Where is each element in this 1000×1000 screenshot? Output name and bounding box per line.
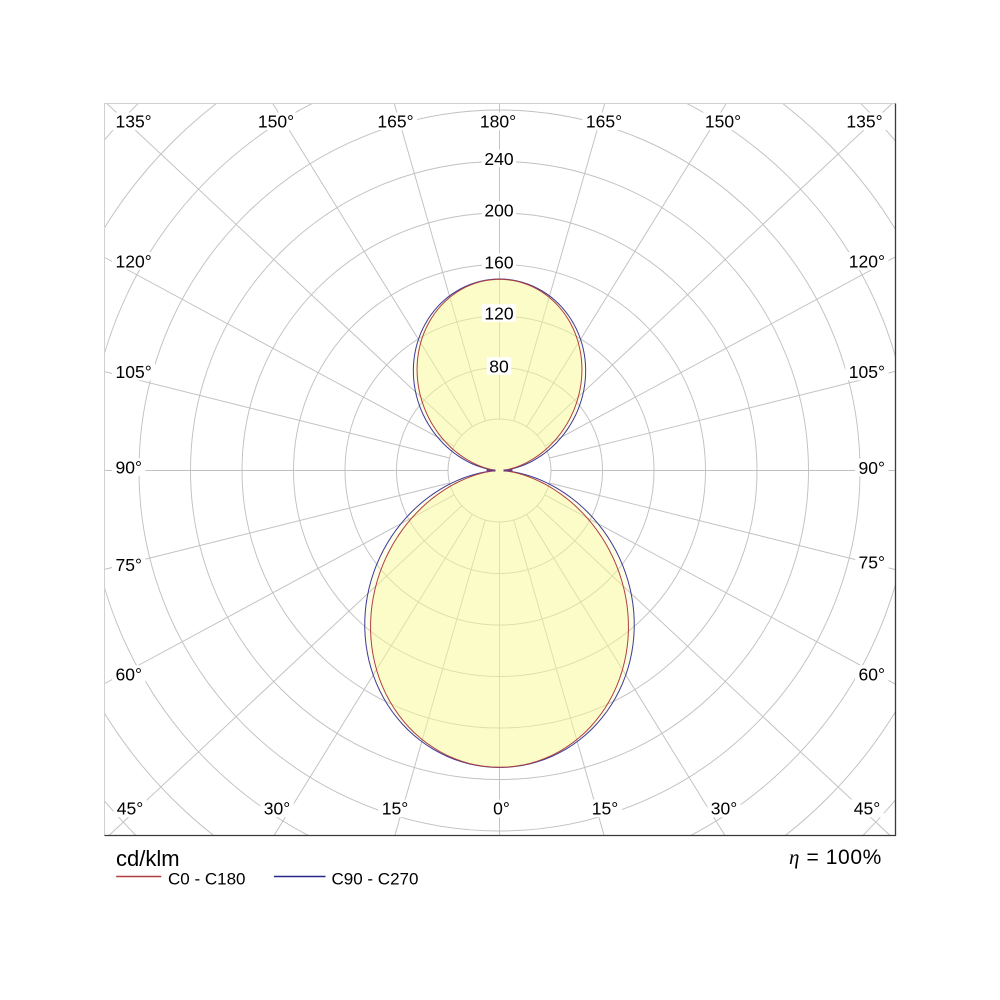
svg-text:105°: 105° <box>116 362 152 382</box>
svg-text:cd/klm: cd/klm <box>116 846 180 871</box>
svg-text:120°: 120° <box>849 251 885 271</box>
svg-text:30°: 30° <box>711 799 737 819</box>
svg-text:75°: 75° <box>116 555 142 575</box>
svg-text:135°: 135° <box>115 112 151 132</box>
svg-text:150°: 150° <box>705 112 741 132</box>
svg-text:80: 80 <box>489 356 509 376</box>
svg-text:200: 200 <box>484 200 513 220</box>
svg-text:120: 120 <box>484 303 513 323</box>
svg-text:C0 - C180: C0 - C180 <box>168 870 245 889</box>
svg-text:45°: 45° <box>854 799 880 819</box>
svg-text:165°: 165° <box>586 112 622 132</box>
svg-text:30°: 30° <box>264 799 290 819</box>
svg-text:90°: 90° <box>859 458 885 478</box>
svg-text:150°: 150° <box>258 112 294 132</box>
svg-text:165°: 165° <box>377 112 413 132</box>
svg-text:160: 160 <box>484 252 513 272</box>
svg-text:105°: 105° <box>849 362 885 382</box>
svg-text:45°: 45° <box>117 799 143 819</box>
svg-text:0°: 0° <box>493 799 510 819</box>
svg-text:60°: 60° <box>859 664 885 684</box>
svg-text:15°: 15° <box>382 799 408 819</box>
svg-text:60°: 60° <box>116 664 142 684</box>
svg-text:15°: 15° <box>592 799 618 819</box>
svg-text:135°: 135° <box>846 112 882 132</box>
svg-text:120°: 120° <box>116 251 152 271</box>
svg-text:240: 240 <box>484 149 513 169</box>
svg-text:90°: 90° <box>116 457 142 477</box>
svg-text:C90 - C270: C90 - C270 <box>332 870 419 889</box>
svg-text:η = 100%: η = 100% <box>789 845 882 869</box>
svg-text:75°: 75° <box>859 552 885 572</box>
svg-text:180°: 180° <box>480 112 516 132</box>
